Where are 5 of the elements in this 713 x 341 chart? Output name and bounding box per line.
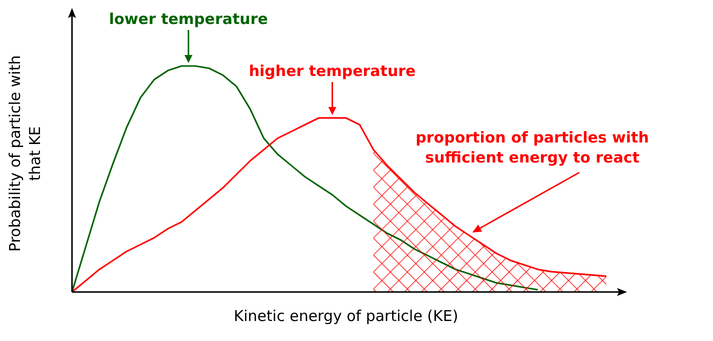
text: lower temperature (108, 10, 268, 28)
x-axis-title: Kinetic energy of particle (KE) (234, 307, 458, 325)
y-axis-title: Probability of particle with that KE (6, 55, 44, 252)
annotation: proportion of particles with sufficient energy to react (416, 128, 649, 166)
annotation: higher temperature (248, 62, 416, 80)
